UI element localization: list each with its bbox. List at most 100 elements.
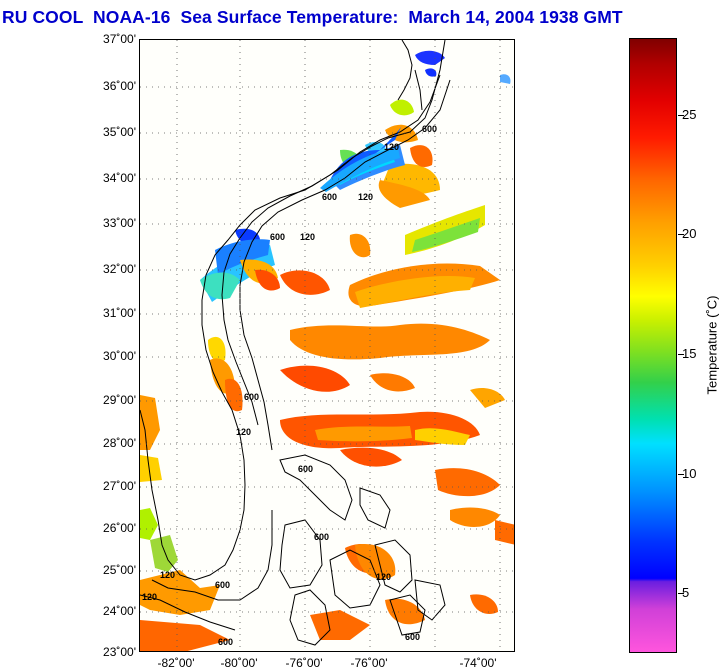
sst-patch — [280, 365, 350, 392]
sst-patch — [370, 373, 415, 392]
latitude-label: 31˚00' — [103, 306, 136, 320]
sst-patch — [310, 610, 370, 640]
sst-patch — [315, 426, 412, 442]
sst-patch — [410, 145, 433, 167]
colorbar-tick — [678, 474, 684, 475]
sst-patch — [140, 508, 158, 540]
coastline — [140, 40, 451, 646]
latitude-label: 28˚00' — [103, 436, 136, 450]
sst-patch — [140, 455, 162, 482]
sst-patch — [225, 378, 243, 412]
longitude-label: -74˚00' — [459, 656, 497, 670]
latitude-label: 25˚00' — [103, 563, 136, 577]
bahamas-outline — [329, 549, 381, 609]
shelf-edge-line — [221, 74, 441, 426]
gulf-isobath — [151, 510, 273, 601]
sst-patch — [280, 270, 330, 295]
colorbar-tick-label: 20 — [682, 226, 697, 241]
keys-line — [140, 594, 236, 631]
bahamas-outline — [279, 454, 353, 521]
isobath-label: 120 — [376, 572, 391, 582]
isobath-label: 600 — [215, 580, 230, 590]
isobath-label: 120 — [358, 192, 373, 202]
longitude-label: -82˚00' — [157, 656, 195, 670]
bahamas-outline — [359, 487, 391, 529]
isobath-label: 120 — [142, 592, 157, 602]
isobath-label: 600 — [322, 192, 337, 202]
latitude-label: 29˚00' — [103, 393, 136, 407]
sst-patch — [415, 50, 445, 65]
temperature-colorbar — [629, 38, 677, 653]
latitude-label: 35˚00' — [103, 125, 136, 139]
bahamas-outline — [289, 589, 331, 646]
isobath-labels: 600 120 600 120 600 120 600 120 600 120 … — [142, 124, 437, 647]
grid — [140, 40, 514, 651]
sst-patch — [415, 428, 470, 445]
isobath-label: 600 — [405, 632, 420, 642]
sst-patch — [425, 68, 437, 77]
sst-patch — [495, 520, 514, 545]
bahamas-outline — [414, 579, 446, 621]
sst-map: 600 120 600 120 600 120 600 120 600 120 … — [139, 39, 515, 652]
sst-patch — [140, 620, 230, 651]
sst-data-layer — [140, 50, 514, 651]
map-title: RU COOL NOAA-16 Sea Surface Temperature:… — [2, 7, 623, 27]
latitude-label: 27˚00' — [103, 479, 136, 493]
bahamas-outline — [389, 594, 426, 636]
colorbar-axis-label: Temperature (˚C) — [704, 295, 720, 395]
sst-patch — [215, 239, 270, 275]
isobath-label: 120 — [384, 142, 399, 152]
latitude-label: 30˚00' — [103, 349, 136, 363]
isobath-label: 600 — [314, 532, 329, 542]
sst-patch — [435, 468, 500, 497]
colorbar-tick-label: 10 — [682, 466, 697, 481]
latitude-label: 34˚00' — [103, 171, 136, 185]
sst-patch — [390, 99, 414, 116]
latitude-label: 24˚00' — [103, 604, 136, 618]
colorbar-tick — [678, 354, 684, 355]
sst-patch — [200, 272, 240, 300]
sst-patch — [470, 388, 505, 408]
sst-patch — [385, 598, 425, 625]
inlet-line — [414, 69, 423, 111]
sst-patch — [290, 323, 490, 360]
inlet-line — [397, 40, 413, 101]
colorbar-tick-label: 5 — [682, 585, 690, 600]
colorbar-tick-label: 25 — [682, 107, 697, 122]
east-coast-line — [140, 40, 446, 581]
isobath-label: 120 — [236, 427, 251, 437]
isobath-label: 600 — [218, 637, 233, 647]
isobath-label: 120 — [300, 232, 315, 242]
sst-patch — [330, 125, 402, 180]
colorbar-tick — [678, 234, 684, 235]
colorbar-tick — [678, 593, 684, 594]
sst-patch — [255, 269, 280, 291]
sst-patch — [140, 395, 160, 450]
sst-patch — [340, 447, 402, 467]
sst-patch — [450, 507, 500, 527]
latitude-label: 37˚00' — [103, 32, 136, 46]
sst-map-canvas: 600 120 600 120 600 120 600 120 600 120 … — [140, 40, 514, 651]
latitude-label: 32˚00' — [103, 262, 136, 276]
isobath-label: 120 — [160, 570, 175, 580]
latitude-label: 26˚00' — [103, 521, 136, 535]
colorbar-tick-label: 15 — [682, 346, 697, 361]
sst-patch — [140, 570, 220, 615]
sst-patch — [500, 74, 511, 84]
bahamas-outline — [279, 519, 323, 589]
longitude-label: -80˚00' — [220, 656, 258, 670]
sst-patch — [208, 336, 226, 362]
sst-patch — [385, 124, 418, 143]
isobath-600-line — [239, 79, 451, 451]
sst-patch — [355, 275, 475, 308]
colorbar-tick — [678, 115, 684, 116]
latitude-label: 36˚00' — [103, 79, 136, 93]
latitude-label: 33˚00' — [103, 216, 136, 230]
isobath-label: 600 — [422, 124, 437, 134]
bahamas-outline — [374, 539, 413, 593]
sst-patch — [378, 180, 430, 208]
longitude-label: -76˚00' — [350, 656, 388, 670]
isobath-label: 600 — [244, 392, 259, 402]
sst-patch — [150, 535, 178, 572]
sst-patch — [355, 544, 396, 580]
